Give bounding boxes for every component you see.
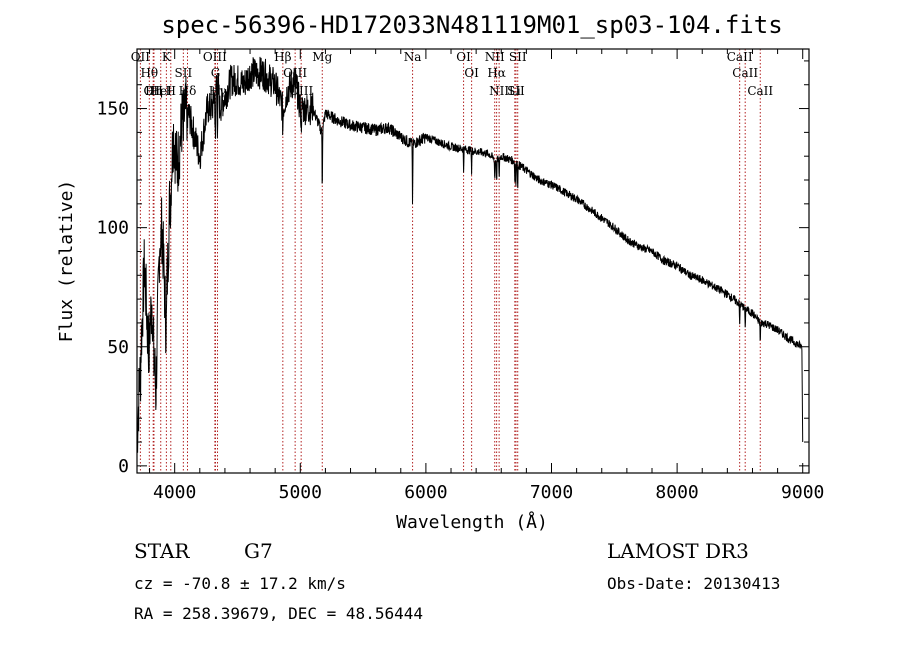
line-label: HeI <box>150 84 173 98</box>
line-label: OI <box>456 50 471 64</box>
spectral-subclass: G7 <box>244 539 273 563</box>
line-label: SII <box>509 50 527 64</box>
line-label: H <box>166 84 176 98</box>
x-tick-label: 9000 <box>781 482 824 503</box>
line-label: Hη <box>145 84 163 98</box>
line-label: Hβ <box>274 50 291 64</box>
line-label: CaII <box>727 50 753 64</box>
line-label: Hθ <box>140 66 158 80</box>
line-label: OI <box>464 66 479 80</box>
line-label: Hδ <box>179 84 197 98</box>
line-label: SII <box>507 84 525 98</box>
chart-title: spec-56396-HD172033N481119M01_sp03-104.f… <box>161 11 782 39</box>
line-label: Hα <box>487 66 506 80</box>
x-tick-label: 7000 <box>530 482 573 503</box>
line-label: OII <box>131 50 151 64</box>
spectrum-line <box>136 56 804 453</box>
line-label: OII <box>144 84 164 98</box>
redshift-info: cz = -70.8 ± 17.2 km/s <box>134 574 346 593</box>
x-axis-ticks: 4000 5000 6000 7000 8000 9000 <box>149 49 824 503</box>
x-tick-label: 6000 <box>404 482 447 503</box>
coordinates-info: RA = 258.39679, DEC = 48.56444 <box>134 604 423 623</box>
y-tick-label: 100 <box>96 218 129 239</box>
survey-name: LAMOST DR3 <box>607 539 749 563</box>
line-label: SII <box>174 66 192 80</box>
line-label: Mg <box>312 50 332 64</box>
y-tick-label: 0 <box>118 456 129 477</box>
x-axis-label: Wavelength (Å) <box>396 511 548 533</box>
line-label: NII <box>489 84 509 98</box>
line-label: OIII <box>203 50 227 64</box>
line-label: CaII <box>747 84 773 98</box>
line-label: G <box>211 66 221 80</box>
line-label: Li <box>509 84 521 98</box>
x-tick-label: 8000 <box>655 482 698 503</box>
y-axis-label: Flux (relative) <box>56 180 77 343</box>
object-class: STAR <box>134 539 190 563</box>
observation-date: Obs-Date: 20130413 <box>607 574 780 593</box>
line-label: CaII <box>732 66 758 80</box>
plot-frame <box>136 48 810 474</box>
line-label: K <box>162 50 172 64</box>
x-tick-label: 5000 <box>279 482 322 503</box>
y-axis-ticks: 0 50 100 150 <box>96 60 809 477</box>
y-tick-label: 50 <box>107 337 129 358</box>
line-label: NII <box>485 50 505 64</box>
y-tick-label: 150 <box>96 99 129 120</box>
x-tick-label: 4000 <box>153 482 196 503</box>
line-label: Na <box>404 50 422 64</box>
